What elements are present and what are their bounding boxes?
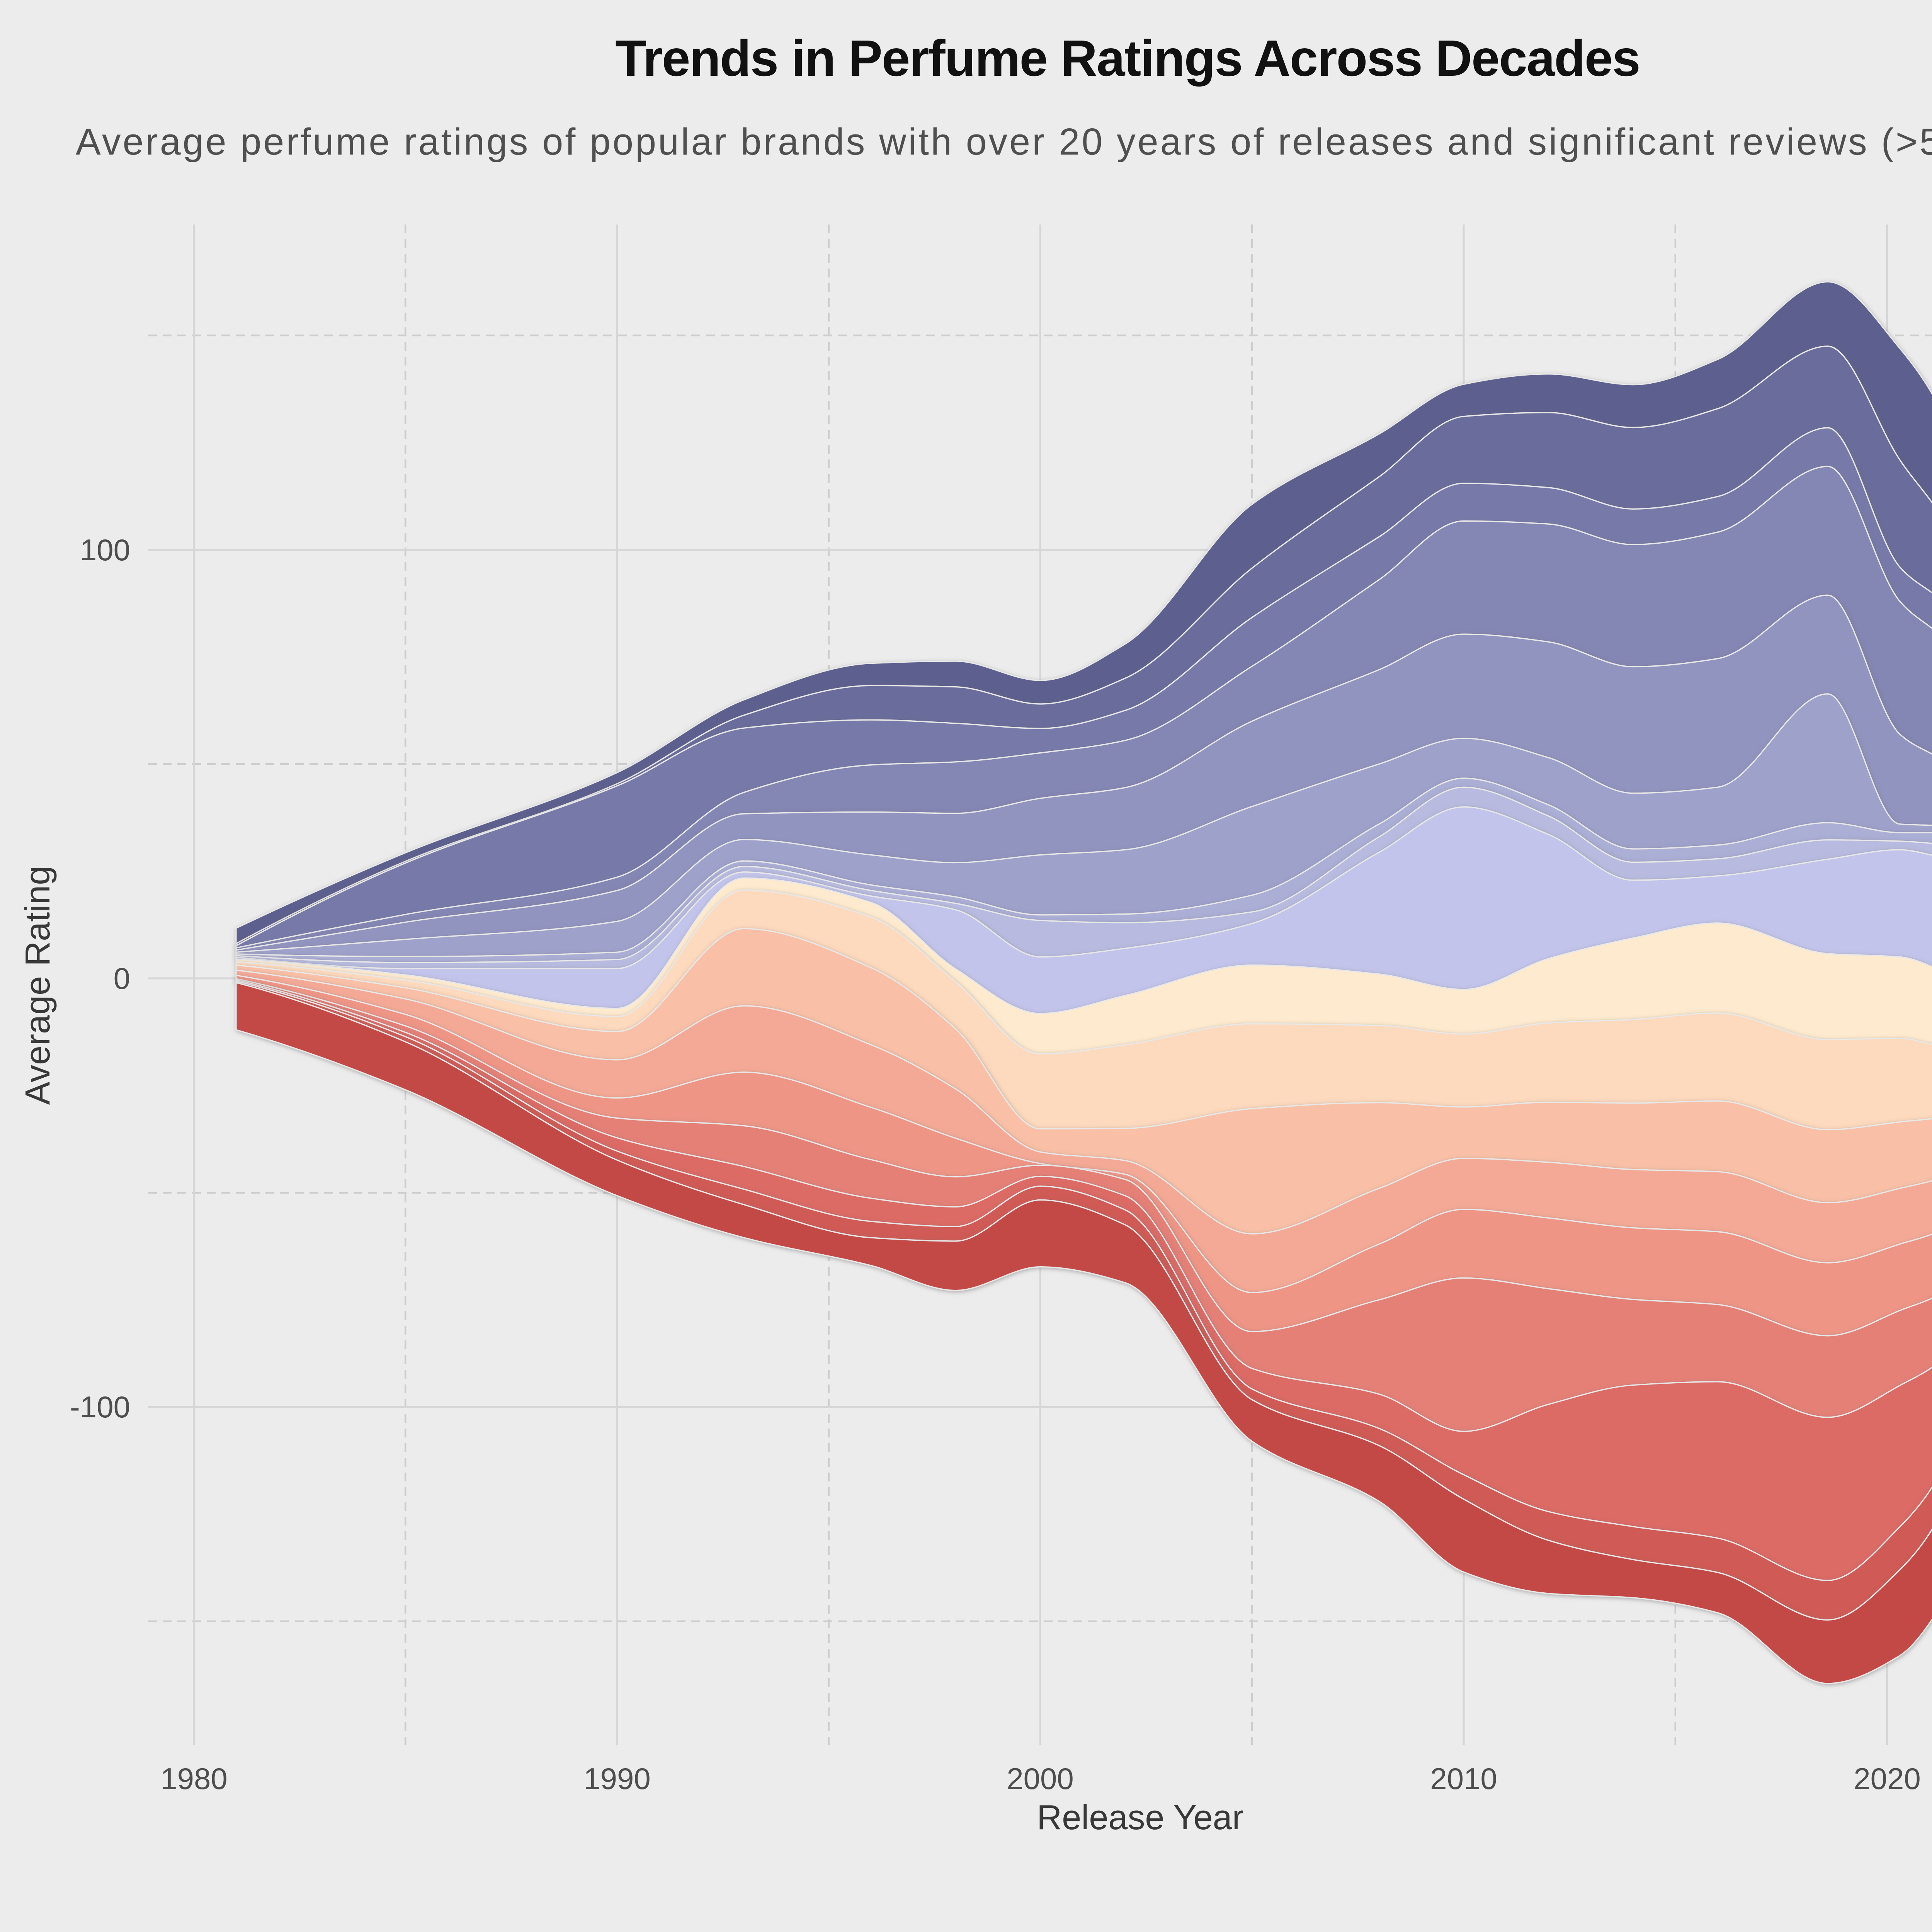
svg-text:Trends in Perfume Ratings Acro: Trends in Perfume Ratings Across Decades: [615, 30, 1639, 87]
svg-text:100: 100: [80, 533, 130, 567]
svg-text:2020: 2020: [1854, 1762, 1921, 1796]
svg-text:1990: 1990: [583, 1762, 651, 1796]
svg-text:Average perfume ratings of pop: Average perfume ratings of popular brand…: [76, 121, 1932, 163]
svg-text:Release Year: Release Year: [1037, 1798, 1243, 1837]
svg-text:Average Rating: Average Rating: [19, 866, 57, 1105]
svg-text:0: 0: [114, 961, 130, 995]
svg-text:2000: 2000: [1007, 1762, 1074, 1796]
svg-text:1980: 1980: [160, 1762, 228, 1796]
svg-text:-100: -100: [70, 1390, 130, 1424]
svg-text:2010: 2010: [1430, 1762, 1497, 1796]
